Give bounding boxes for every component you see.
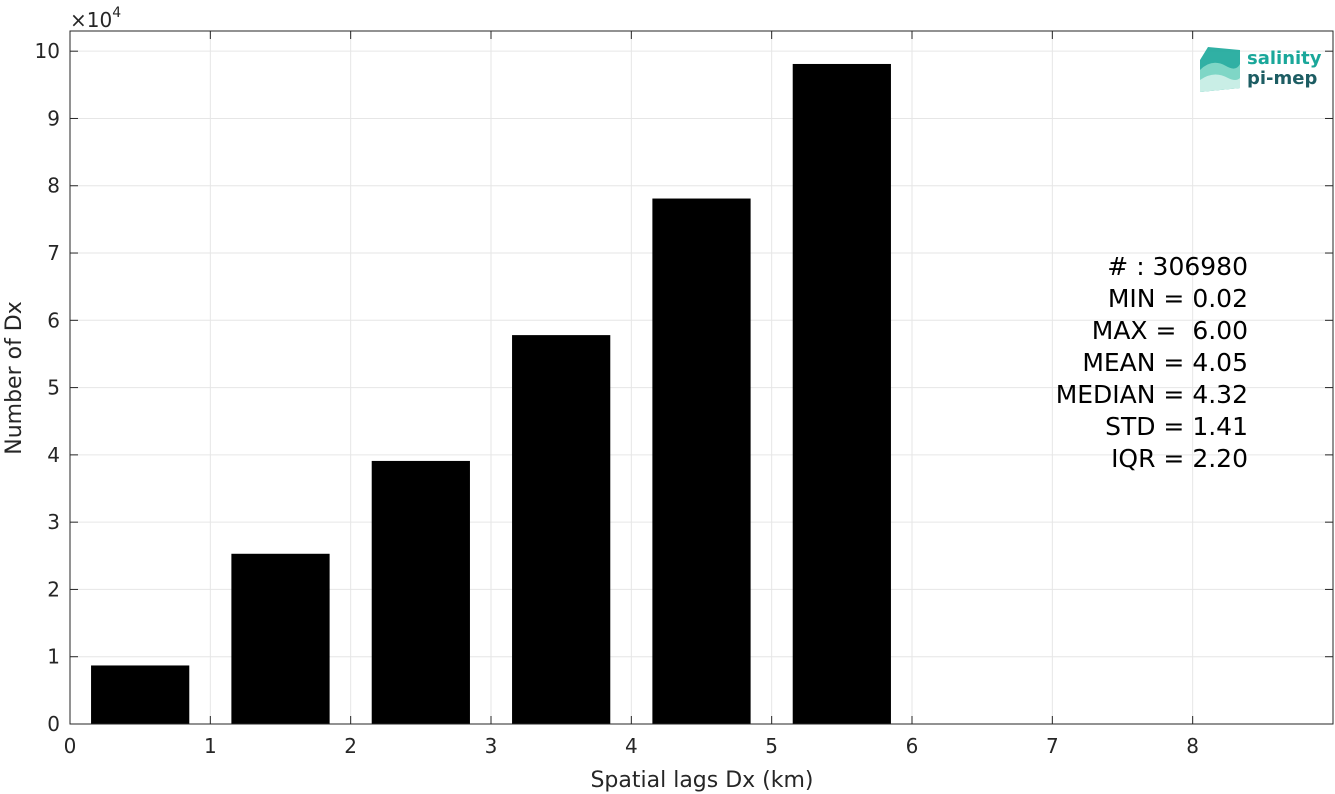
x-tick-label: 0 [64, 734, 77, 758]
stats-box: # : 306980 MIN = 0.02 MAX = 6.00 MEAN = … [1056, 252, 1248, 473]
bar [231, 553, 330, 724]
y-tick-label: 0 [47, 712, 60, 736]
salinity-pimep-logo: salinity pi-mep [1200, 47, 1322, 92]
y-tick-label: 10 [35, 39, 60, 63]
y-tick-label: 3 [47, 510, 60, 534]
x-tick-label: 5 [765, 734, 778, 758]
stat-min: MIN = 0.02 [1108, 284, 1248, 313]
plot-frame [69, 30, 1334, 725]
bars-group [91, 63, 891, 725]
bar [792, 63, 891, 725]
y-tick-label: 5 [47, 376, 60, 400]
x-tick-labels: 0 1 2 3 4 5 6 7 8 [64, 734, 1199, 758]
stat-std: STD = 1.41 [1105, 412, 1248, 441]
stat-median: MEDIAN = 4.32 [1056, 380, 1248, 409]
y-axis-label: Number of Dx [2, 301, 27, 455]
stat-count: # : 306980 [1107, 252, 1248, 281]
y-tick-label: 6 [47, 308, 60, 332]
y-tick-label: 7 [47, 241, 60, 265]
stat-mean: MEAN = 4.05 [1082, 348, 1248, 377]
x-tick-label: 2 [344, 734, 357, 758]
y-tick-label: 8 [47, 174, 60, 198]
bar [512, 335, 611, 724]
y-tick-label: 4 [47, 443, 60, 467]
x-axis-label: Spatial lags Dx (km) [590, 768, 813, 793]
x-tick-label: 6 [906, 734, 919, 758]
x-tick-label: 8 [1186, 734, 1199, 758]
wave-logo-icon [1200, 47, 1240, 92]
logo-line2: pi-mep [1247, 68, 1317, 89]
y-tick-label: 2 [47, 577, 60, 601]
x-tick-label: 7 [1046, 734, 1059, 758]
axis-ticks [69, 31, 1333, 725]
x-tick-label: 1 [204, 734, 217, 758]
y-tick-labels: 0 1 2 3 4 5 6 7 8 9 10 [35, 39, 60, 736]
stat-iqr: IQR = 2.20 [1111, 444, 1248, 473]
y-tick-label: 1 [47, 645, 60, 669]
y-axis-exponent: ×104 [70, 5, 121, 32]
x-tick-label: 3 [485, 734, 498, 758]
logo-line1: salinity [1247, 48, 1322, 69]
bar [652, 198, 751, 724]
y-tick-label: 9 [47, 106, 60, 130]
x-tick-label: 4 [625, 734, 638, 758]
stat-max: MAX = 6.00 [1092, 316, 1248, 345]
bar [91, 665, 190, 724]
bar [371, 460, 470, 724]
